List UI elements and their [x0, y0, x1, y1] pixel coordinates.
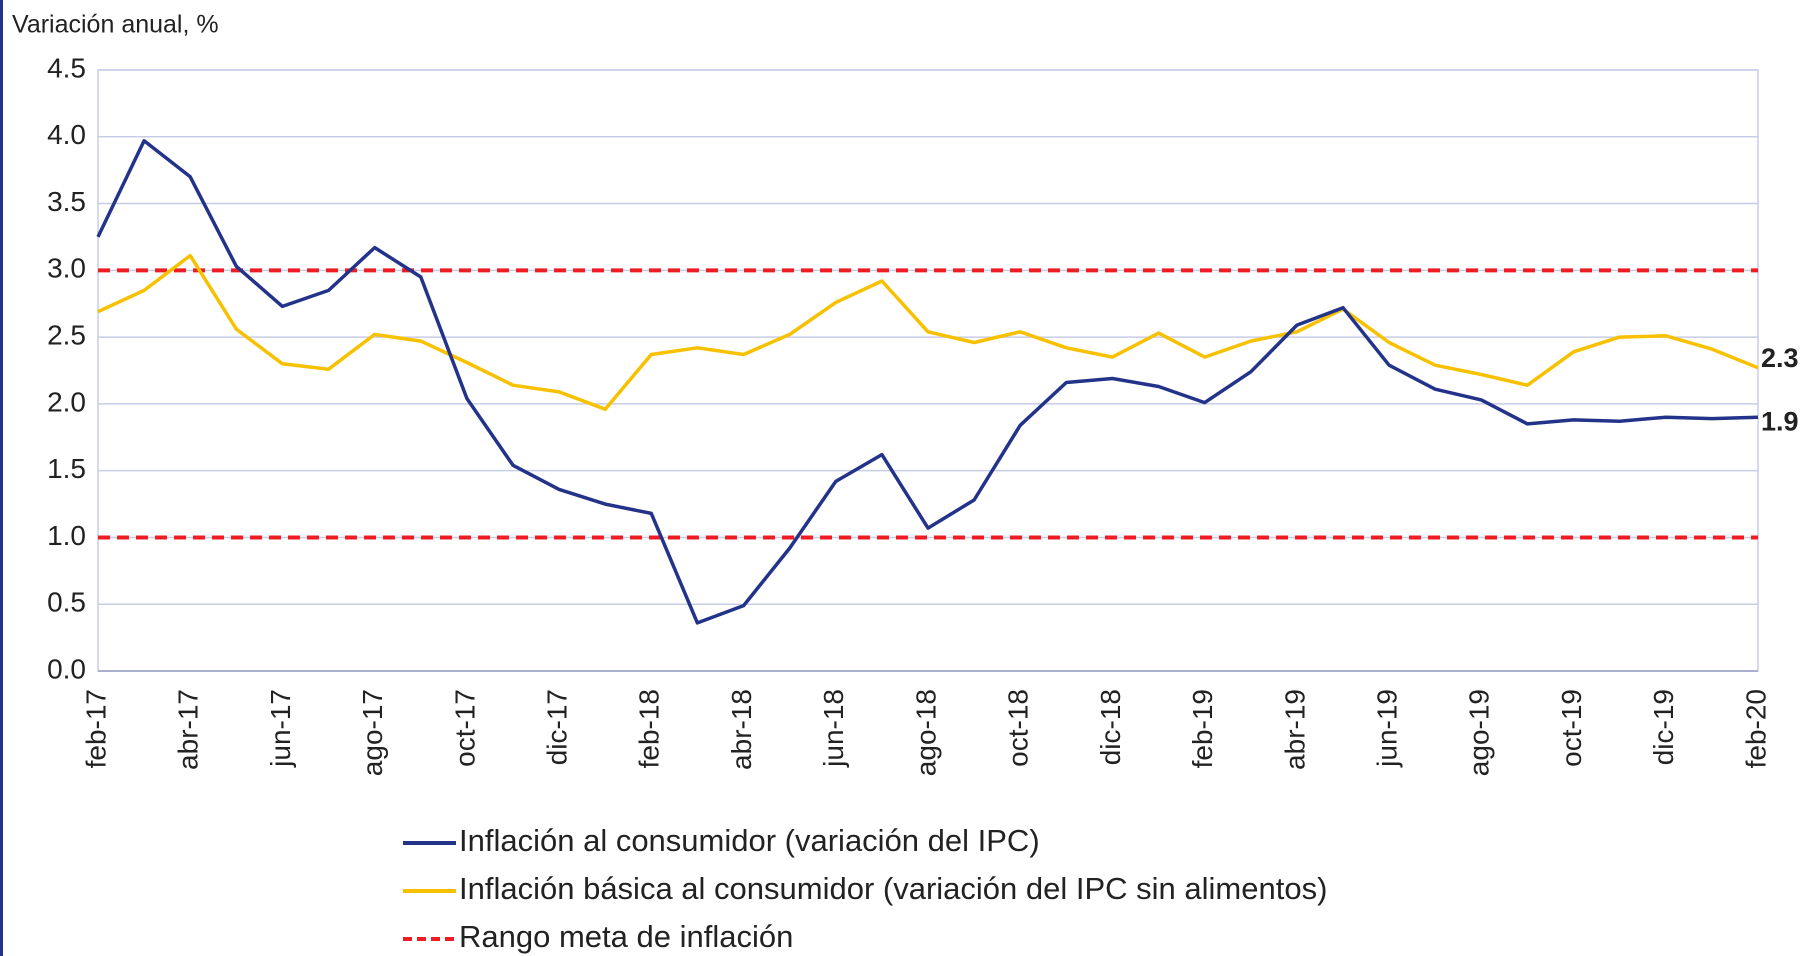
value-label: 1.9: [1761, 406, 1799, 436]
x-tick-label: feb-20: [1740, 689, 1771, 768]
y-tick-label: 2.0: [47, 386, 86, 417]
x-tick-label: abr-18: [726, 689, 757, 770]
y-tick-label: 4.0: [47, 119, 86, 150]
legend-label: Inflación básica al consumidor (variació…: [459, 871, 1327, 906]
x-tick-label: abr-17: [173, 689, 204, 770]
x-tick-label: jun-18: [818, 689, 849, 768]
value-label: 2.3: [1761, 343, 1799, 373]
y-tick-label: 4.5: [47, 52, 86, 83]
x-tick-label: oct-18: [1003, 689, 1034, 767]
legend-label: Inflación al consumidor (variación del I…: [459, 823, 1040, 858]
x-tick-label: dic-19: [1648, 689, 1679, 765]
y-tick-label: 0.5: [47, 587, 86, 618]
x-tick-label: ago-17: [357, 689, 388, 776]
x-tick-label: jun-19: [1372, 689, 1403, 768]
x-tick-label: oct-19: [1556, 689, 1587, 767]
x-tick-label: ago-19: [1464, 689, 1495, 776]
y-axis-label: Variación anual, %: [12, 11, 219, 39]
legend-label: Rango meta de inflación: [459, 919, 793, 954]
plot-frame: [97, 69, 1759, 672]
series-line: [97, 253, 1759, 411]
y-tick-label: 0.0: [47, 653, 86, 684]
y-tick-label: 3.5: [47, 186, 86, 217]
x-tick-label: ago-18: [910, 689, 941, 776]
x-tick-label: feb-18: [634, 689, 665, 768]
y-tick-label: 2.5: [47, 320, 86, 351]
y-tick-label: 3.0: [47, 253, 86, 284]
x-tick-label: dic-17: [542, 689, 573, 765]
x-tick-label: feb-17: [80, 689, 111, 768]
x-tick-label: dic-18: [1095, 689, 1126, 765]
y-tick-label: 1.0: [47, 520, 86, 551]
x-tick-label: feb-19: [1187, 689, 1218, 768]
x-tick-label: jun-17: [265, 689, 296, 768]
x-tick-label: abr-19: [1279, 689, 1310, 770]
x-tick-label: oct-17: [449, 689, 480, 767]
series-line: [96, 139, 1759, 625]
y-tick-label: 1.5: [47, 453, 86, 484]
